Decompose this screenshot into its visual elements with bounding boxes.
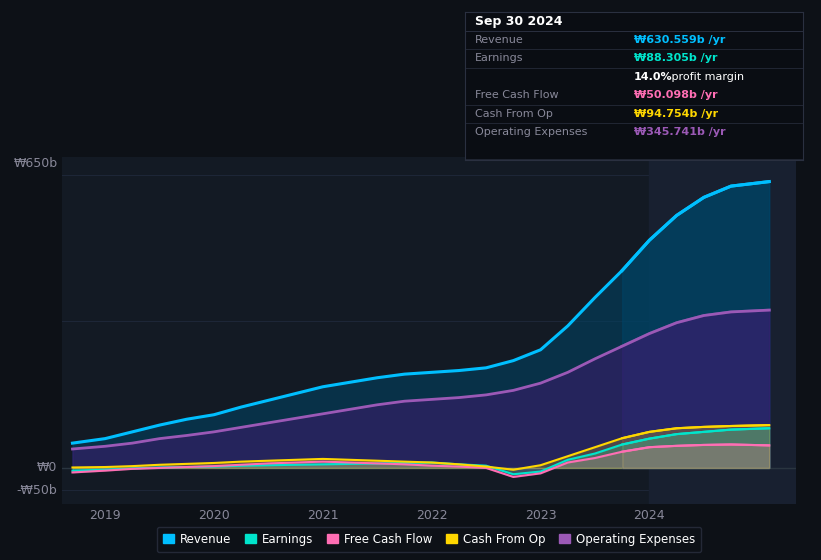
Text: Free Cash Flow: Free Cash Flow xyxy=(475,90,559,100)
Text: ₩50.098b /yr: ₩50.098b /yr xyxy=(634,90,718,100)
Text: profit margin: profit margin xyxy=(667,72,744,82)
Legend: Revenue, Earnings, Free Cash Flow, Cash From Op, Operating Expenses: Revenue, Earnings, Free Cash Flow, Cash … xyxy=(157,527,701,552)
Text: Operating Expenses: Operating Expenses xyxy=(475,127,588,137)
Text: Cash From Op: Cash From Op xyxy=(475,109,553,119)
Text: ₩650b: ₩650b xyxy=(13,157,57,170)
Bar xyxy=(649,157,796,504)
Text: Earnings: Earnings xyxy=(475,53,524,63)
Text: 14.0%: 14.0% xyxy=(634,72,672,82)
Text: ₩345.741b /yr: ₩345.741b /yr xyxy=(634,127,726,137)
Text: ₩88.305b /yr: ₩88.305b /yr xyxy=(634,53,718,63)
Text: ₩630.559b /yr: ₩630.559b /yr xyxy=(634,35,726,45)
Text: Sep 30 2024: Sep 30 2024 xyxy=(475,15,562,28)
Text: ₩0: ₩0 xyxy=(37,461,57,474)
Text: ₩94.754b /yr: ₩94.754b /yr xyxy=(634,109,718,119)
Text: -₩50b: -₩50b xyxy=(16,484,57,497)
Text: Revenue: Revenue xyxy=(475,35,524,45)
